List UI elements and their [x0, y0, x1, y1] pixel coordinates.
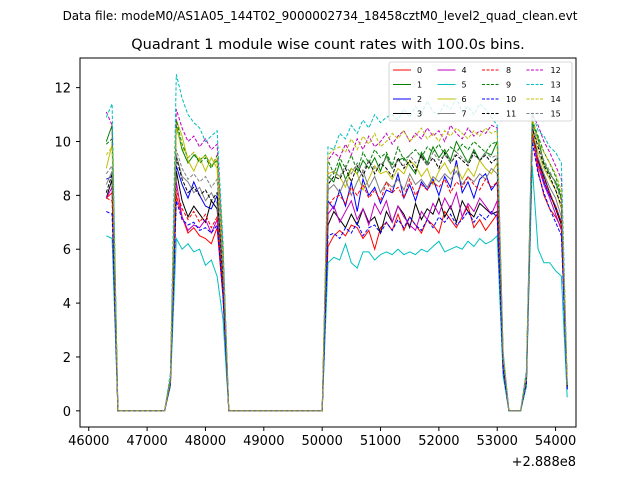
x-tick-label: 48000: [185, 434, 226, 449]
series-layer: [105, 74, 568, 412]
legend-label-8: 8: [506, 66, 511, 75]
legend-label-3: 3: [417, 110, 422, 119]
legend-label-12: 12: [551, 66, 561, 75]
legend-label-2: 2: [417, 95, 422, 104]
chart-title: Quadrant 1 module wise count rates with …: [131, 37, 525, 53]
legend-label-15: 15: [551, 110, 561, 119]
y-tick-label: 8: [63, 189, 71, 204]
x-tick-label: 50000: [301, 434, 342, 449]
x-tick-label: 53000: [477, 434, 518, 449]
y-tick-label: 12: [54, 82, 71, 97]
data-file-suptitle: Data file: modeM0/AS1A05_144T02_90000027…: [63, 9, 578, 23]
series-line-9: [105, 119, 568, 412]
series-line-8: [106, 133, 568, 412]
axes-ticks: 46000 47000 48000 49000 50000 51000 52000 53000…: [54, 82, 576, 449]
series-line-13: [105, 74, 568, 412]
legend-label-13: 13: [551, 81, 561, 90]
series-line-1: [105, 122, 568, 412]
x-tick-label: 49000: [243, 434, 284, 449]
x-offset-label: +2.888e8: [512, 455, 576, 470]
x-tick-label: 46000: [68, 434, 109, 449]
y-tick-label: 0: [63, 405, 71, 420]
y-tick-label: 2: [63, 351, 71, 366]
y-tick-label: 6: [63, 243, 71, 258]
y-tick-label: 10: [54, 135, 71, 150]
x-tick-label: 54000: [535, 434, 576, 449]
x-tick-label: 52000: [418, 434, 459, 449]
series-line-14: [105, 117, 568, 412]
legend-label-5: 5: [462, 81, 467, 90]
legend-label-11: 11: [506, 110, 516, 119]
legend-label-1: 1: [417, 81, 422, 90]
series-line-7: [105, 138, 568, 412]
series-line-2: [106, 133, 568, 412]
series-line-15: [105, 125, 568, 412]
series-line-12: [105, 109, 568, 412]
legend-label-10: 10: [506, 95, 516, 104]
plot-frame: [79, 57, 577, 428]
legend-label-7: 7: [462, 110, 467, 119]
legend-frame: [388, 61, 573, 122]
legend-label-4: 4: [462, 66, 467, 75]
series-line-10: [106, 141, 568, 412]
legend-label-6: 6: [462, 95, 467, 104]
x-tick-label: 47000: [126, 434, 167, 449]
legend-label-14: 14: [551, 95, 561, 104]
legend-label-9: 9: [506, 81, 511, 90]
series-line-5: [106, 165, 568, 412]
x-tick-label: 51000: [360, 434, 401, 449]
legend-label-0: 0: [417, 66, 422, 75]
y-tick-label: 4: [63, 297, 71, 312]
series-line-11: [105, 127, 568, 412]
